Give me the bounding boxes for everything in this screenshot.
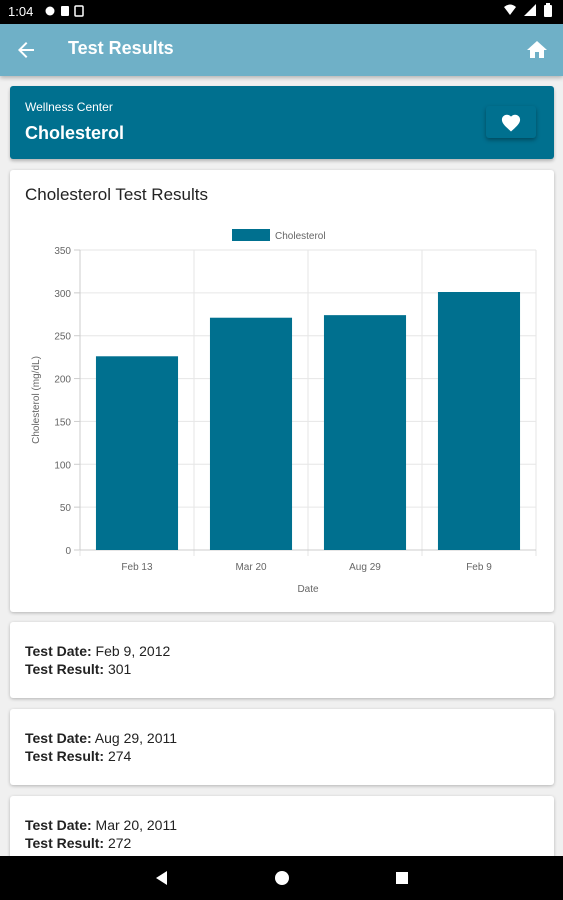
y-tick-label: 300: [54, 289, 71, 300]
test-date-value: Mar 20, 2011: [95, 817, 178, 833]
y-axis-title: Cholesterol (mg/dL): [31, 356, 42, 444]
y-tick-label: 50: [60, 503, 72, 514]
x-tick-label: Mar 20: [235, 562, 267, 573]
legend-label: Cholesterol: [275, 231, 326, 242]
test-result-value: 274: [107, 748, 132, 764]
y-tick-label: 100: [54, 460, 71, 471]
bar: [95, 356, 179, 550]
system-nav-bar: [0, 856, 563, 900]
x-axis-title: Date: [297, 584, 319, 595]
test-result-value: 301: [107, 661, 132, 677]
test-date-label: Test Date:: [25, 730, 92, 746]
y-tick-label: 250: [54, 332, 71, 343]
legend-swatch: [232, 229, 270, 241]
chart-card: Cholesterol Test Results 0 50 100 150 200 250…: [10, 170, 554, 612]
home-button[interactable]: [525, 38, 549, 62]
bar: [437, 292, 521, 550]
chart-title: Cholesterol Test Results: [25, 185, 208, 204]
header-subtitle: Wellness Center: [25, 100, 113, 114]
favorite-button[interactable]: [486, 106, 536, 138]
battery-icon: [544, 3, 552, 17]
heart-icon: [501, 114, 521, 132]
triangle-back-icon: [156, 871, 167, 885]
notification-icons: [44, 4, 94, 21]
notification-icon: [45, 5, 84, 17]
test-date-value: Feb 9, 2012: [95, 643, 171, 659]
test-result-line: Test Result: 274: [25, 748, 131, 764]
test-date-value: Aug 29, 2011: [94, 730, 178, 746]
system-icons: [503, 3, 553, 17]
wifi-icon: [504, 4, 516, 15]
test-result-line: Test Result: 272: [25, 835, 131, 851]
test-result-value: 272: [107, 835, 132, 851]
result-card[interactable]: Test Date: Aug 29, 2011 Test Result: 274: [10, 709, 554, 785]
nav-recents-button[interactable]: [392, 868, 412, 888]
status-time: 1:04: [8, 4, 34, 19]
y-tick-label: 350: [54, 246, 71, 257]
test-date-line: Test Date: Mar 20, 2011: [25, 817, 177, 833]
test-date-line: Test Date: Feb 9, 2012: [25, 643, 170, 659]
back-button[interactable]: [14, 38, 38, 62]
x-tick-label: Aug 29: [349, 562, 381, 573]
test-date-label: Test Date:: [25, 643, 92, 659]
result-card[interactable]: Test Date: Feb 9, 2012 Test Result: 301: [10, 622, 554, 698]
signal-icon: [524, 4, 536, 16]
test-result-label: Test Result:: [25, 835, 105, 851]
x-tick-label: Feb 9: [466, 562, 492, 573]
square-recents-icon: [396, 872, 408, 884]
test-date-line: Test Date: Aug 29, 2011: [25, 730, 177, 746]
test-result-label: Test Result:: [25, 748, 105, 764]
test-result-label: Test Result:: [25, 661, 105, 677]
bar: [323, 315, 407, 550]
circle-home-icon: [275, 871, 289, 885]
category-header: Wellness Center Cholesterol: [10, 86, 554, 159]
test-result-line: Test Result: 301: [25, 661, 131, 677]
nav-home-button[interactable]: [272, 868, 292, 888]
status-bar: 1:04: [0, 0, 563, 24]
cholesterol-bar-chart: 0 50 100 150 200 250 300 350 Feb 13 Mar 20 Aug 29 F…: [31, 229, 537, 595]
y-tick-label: 0: [65, 546, 71, 557]
bar: [209, 317, 293, 550]
page-title: Test Results: [68, 38, 174, 58]
y-tick-label: 200: [54, 375, 71, 386]
x-tick-label: Feb 13: [121, 562, 153, 573]
arrow-back-icon: [18, 42, 34, 58]
app-bar: Test Results: [0, 24, 563, 76]
test-date-label: Test Date:: [25, 817, 92, 833]
home-icon: [527, 41, 547, 58]
nav-back-button[interactable]: [152, 868, 172, 888]
y-tick-label: 150: [54, 417, 71, 428]
header-title: Cholesterol: [25, 123, 125, 143]
